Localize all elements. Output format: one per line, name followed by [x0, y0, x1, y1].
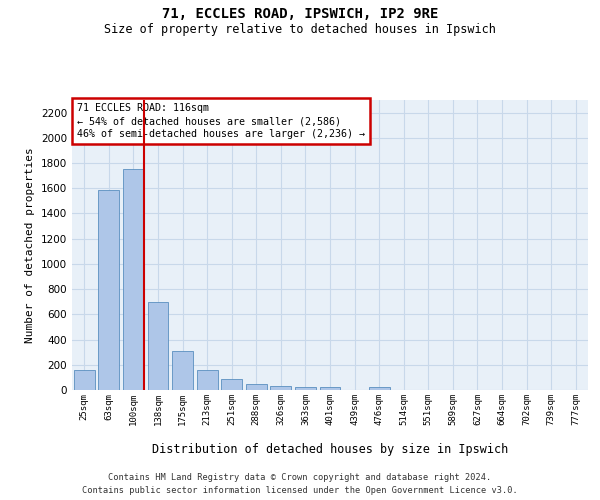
Text: Size of property relative to detached houses in Ipswich: Size of property relative to detached ho… [104, 22, 496, 36]
Bar [74, 370, 95, 390]
Bar [271, 386, 292, 390]
Bar [221, 378, 242, 390]
Bar [123, 168, 144, 390]
Text: Contains HM Land Registry data © Crown copyright and database right 2024.: Contains HM Land Registry data © Crown c… [109, 472, 491, 482]
Bar [197, 370, 218, 390]
Bar [246, 384, 267, 390]
Bar [368, 388, 389, 390]
Y-axis label: Number of detached properties: Number of detached properties [25, 147, 35, 343]
Bar [295, 388, 316, 390]
Text: Contains public sector information licensed under the Open Government Licence v3: Contains public sector information licen… [82, 486, 518, 495]
Bar [148, 302, 169, 390]
Bar [320, 388, 340, 390]
Text: 71 ECCLES ROAD: 116sqm
← 54% of detached houses are smaller (2,586)
46% of semi-: 71 ECCLES ROAD: 116sqm ← 54% of detached… [77, 103, 365, 140]
Text: Distribution of detached houses by size in Ipswich: Distribution of detached houses by size … [152, 442, 508, 456]
Bar [98, 190, 119, 390]
Bar [172, 351, 193, 390]
Text: 71, ECCLES ROAD, IPSWICH, IP2 9RE: 71, ECCLES ROAD, IPSWICH, IP2 9RE [162, 8, 438, 22]
